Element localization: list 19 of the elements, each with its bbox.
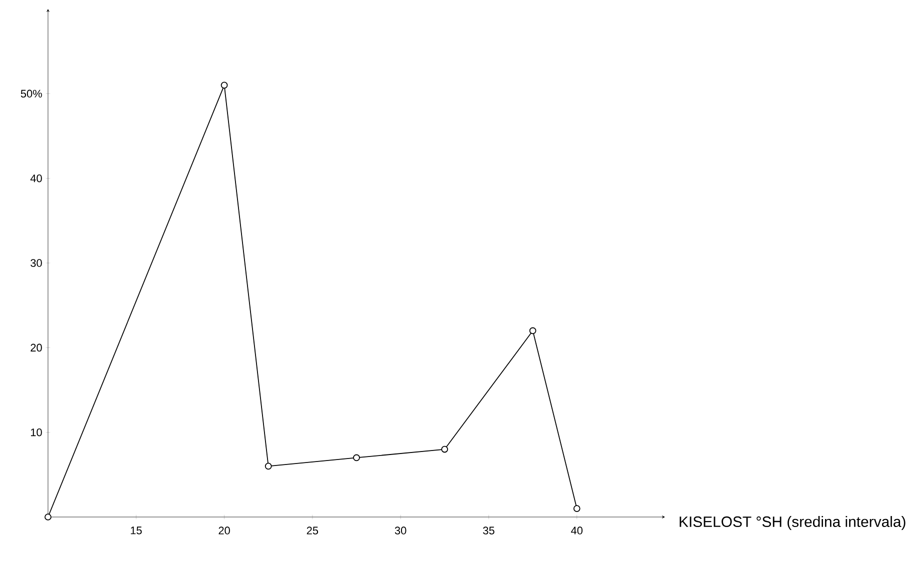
point [573,505,580,512]
y-tick-label: 30 [30,259,42,267]
x-tick-label: 25 [306,526,318,534]
y-tick-label: 20 [30,344,42,352]
y-tick-label: 50% [20,90,42,98]
point [264,462,272,470]
x-tick-label: 30 [394,526,406,534]
point [441,446,448,453]
y-tick-label: 40 [30,174,42,182]
x-tick-label: 35 [483,526,494,534]
point [353,454,360,462]
point [220,82,228,89]
point [529,327,536,334]
x-tick-label: 20 [218,526,230,534]
x-tick-label: 15 [130,526,142,534]
y-tick-label: 10 [30,428,42,436]
x-tick-label: 40 [571,526,583,534]
x-axis-title: KISELOST °SH (sredina intervala) [680,516,906,530]
point [44,514,52,520]
